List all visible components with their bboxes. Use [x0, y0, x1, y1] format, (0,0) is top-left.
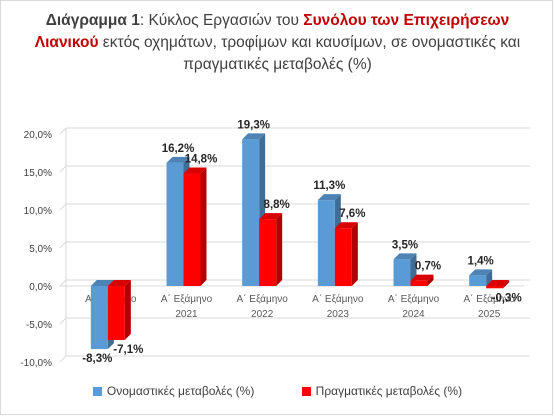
bar [259, 219, 277, 286]
bar [469, 275, 487, 286]
data-label: 14,8% [185, 154, 218, 166]
bar [486, 286, 504, 289]
bar [317, 200, 335, 286]
gridline-depth [59, 355, 67, 363]
bar-top [259, 213, 283, 220]
bar [334, 228, 352, 286]
data-label: 16,2% [162, 143, 195, 155]
x-tick-label: Α΄ Εξάμηνο [161, 293, 213, 305]
legend-label-real: Πραγματικές μεταβολές (%) [315, 384, 463, 399]
title-text-1: : Κύκλος Εργασιών του [139, 12, 304, 29]
x-tick-label: 2023 [327, 309, 350, 320]
bar [242, 139, 260, 286]
bar-top [242, 133, 266, 140]
data-label: 11,3% [313, 180, 345, 192]
title-highlight: Συνόλου των Επιχειρήσεων Λιανικού [34, 12, 510, 51]
bar [107, 286, 125, 340]
bar [410, 280, 428, 286]
y-tick-label: -5,0% [26, 320, 52, 331]
x-tick-label: 2025 [478, 309, 501, 320]
legend-swatch-real [301, 386, 311, 396]
legend-item-nominal: Ονομαστικές μεταβολές (%) [92, 383, 255, 399]
bar-top [410, 274, 434, 281]
bar-top [393, 253, 417, 260]
gridline-depth [59, 165, 67, 173]
data-label: 1,4% [468, 255, 494, 267]
y-tick-label: 5,0% [29, 244, 52, 255]
data-label: 8,8% [264, 199, 290, 211]
y-tick-label: 0,0% [29, 282, 52, 293]
bar-top [166, 156, 190, 163]
grid-layer [59, 127, 530, 363]
bar [183, 173, 201, 286]
chart-title: Διάγραμμα 1: Κύκλος Εργασιών του Συνόλου… [20, 10, 535, 76]
x-tick-label: Α΄ Εξάμηνο [388, 293, 440, 305]
x-tick-label: Α΄ Εξάμηνο [464, 293, 516, 305]
x-tick-label: 2024 [402, 309, 425, 320]
data-label: -0,3% [492, 292, 522, 304]
x-tick-label: 2022 [251, 309, 274, 320]
gridline-depth [59, 279, 67, 287]
legend-item-real: Πραγματικές μεταβολές (%) [301, 383, 463, 399]
x-tick-label: Α΄ Εξάμηνο [312, 293, 364, 305]
bar [393, 259, 411, 286]
bar-side [124, 280, 131, 340]
bar [166, 162, 184, 286]
data-label: 19,3% [237, 119, 270, 131]
y-tick-label: 15,0% [24, 168, 52, 179]
title-text-2: εκτός οχημάτων, τροφίμων και καυσίμων, σ… [98, 34, 521, 73]
bar-top [317, 194, 341, 201]
y-tick-label: -10,0% [20, 358, 52, 369]
data-label: -8,3% [82, 353, 112, 365]
bar-side [276, 213, 283, 286]
data-label: 0,7% [415, 261, 441, 273]
legend-label-nominal: Ονομαστικές μεταβολές (%) [106, 384, 255, 399]
legend: Ονομαστικές μεταβολές (%) Πραγματικές με… [0, 383, 555, 398]
y-tick-label: 10,0% [24, 206, 52, 217]
data-labels: -8,3%-7,1% 16,2%14,8% 19,3% 8,8% 11,3% 7,6% 3,… [82, 119, 521, 365]
bar-top [107, 280, 131, 286]
bar-top [486, 280, 510, 286]
bar-side [427, 274, 434, 286]
data-label: -7,1% [113, 344, 143, 356]
bar-side [200, 167, 207, 286]
bars [90, 133, 510, 350]
gridline-depth [59, 317, 67, 325]
bar-top [90, 280, 114, 286]
bar-side [503, 280, 510, 289]
title-figure-number: Διάγραμμα 1 [45, 12, 140, 29]
bar [90, 286, 108, 350]
y-tick-label: 20,0% [24, 130, 52, 141]
bar-side [351, 222, 358, 286]
gridline-depth [59, 203, 67, 211]
bar-top [183, 167, 207, 174]
bar-top [469, 269, 493, 276]
data-label: 3,5% [392, 239, 418, 251]
bar-side [486, 269, 493, 286]
gridline-depth [59, 127, 67, 135]
data-label: 7,6% [339, 208, 365, 220]
legend-swatch-nominal [92, 386, 102, 396]
gridline-depth [59, 241, 67, 249]
x-tick-label: 2021 [175, 309, 198, 320]
bar-top [334, 222, 358, 229]
x-tick-label: Α΄ Εξάμηνο [237, 293, 289, 305]
y-axis-tick-labels: -10,0% -5,0% 0,0% 5,0% 10,0% 15,0% 20,0% [20, 130, 52, 369]
